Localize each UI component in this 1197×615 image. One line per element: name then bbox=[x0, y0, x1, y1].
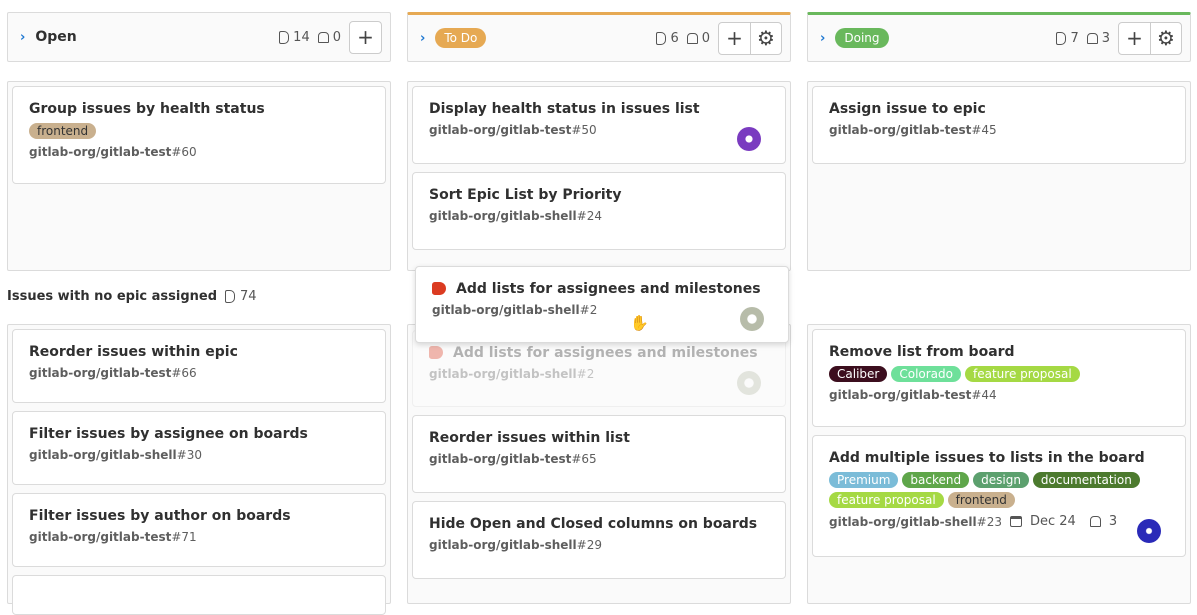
chevron-right-icon[interactable]: › bbox=[420, 30, 426, 46]
card-title[interactable]: Display health status in issues list bbox=[429, 101, 700, 117]
avatar[interactable] bbox=[1137, 519, 1161, 543]
issue-card[interactable] bbox=[12, 575, 386, 615]
weight-count: 0 bbox=[317, 29, 341, 45]
issue-card[interactable]: Reorder issues within list gitlab-org/gi… bbox=[412, 415, 786, 493]
card-title[interactable]: Add multiple issues to lists in the boar… bbox=[829, 450, 1145, 466]
issue-card[interactable]: Add multiple issues to lists in the boar… bbox=[812, 435, 1186, 557]
dragged-issue-card[interactable]: Add lists for assignees and milestones g… bbox=[415, 266, 789, 343]
label-badge[interactable]: documentation bbox=[1032, 472, 1140, 488]
card-title[interactable]: Assign issue to epic bbox=[829, 101, 986, 117]
issue-card[interactable]: Hide Open and Closed columns on boards g… bbox=[412, 501, 786, 579]
weight-value: 0 bbox=[701, 30, 710, 46]
weight-icon bbox=[686, 32, 698, 44]
label-badge[interactable]: Colorado bbox=[891, 366, 961, 382]
list-label: Doing bbox=[835, 28, 889, 48]
issue-ref: gitlab-org/gitlab-shell#23 bbox=[829, 514, 1002, 529]
issue-ref: gitlab-org/gitlab-shell#2 bbox=[429, 367, 595, 381]
issue-ref: gitlab-org/gitlab-test#44 bbox=[829, 388, 997, 402]
issue-ref: gitlab-org/gitlab-test#60 bbox=[29, 145, 197, 159]
issue-ref: gitlab-org/gitlab-shell#2 bbox=[432, 303, 598, 317]
label-badge[interactable]: backend bbox=[902, 472, 970, 488]
issue-card[interactable]: Filter issues by author on boards gitlab… bbox=[12, 493, 386, 567]
issue-ref: gitlab-org/gitlab-test#50 bbox=[429, 123, 597, 137]
card-title[interactable]: Group issues by health status bbox=[29, 101, 265, 117]
issue-count: 14 bbox=[279, 30, 310, 45]
list-header-open: › Open 14 0 + bbox=[7, 12, 391, 62]
chevron-right-icon[interactable]: › bbox=[820, 30, 826, 46]
issue-card[interactable]: Group issues by health status frontend g… bbox=[12, 86, 386, 184]
add-issue-button[interactable]: + bbox=[357, 25, 374, 49]
list-title: Open bbox=[35, 29, 77, 45]
list-header-doing: › Doing 7 3 + ⚙ bbox=[807, 12, 1191, 62]
calendar-icon bbox=[1009, 516, 1022, 527]
issue-ref: gitlab-org/gitlab-shell#24 bbox=[429, 209, 602, 223]
issues-icon bbox=[279, 30, 290, 44]
weight-value: 3 bbox=[1101, 30, 1110, 46]
card-title[interactable]: Filter issues by author on boards bbox=[29, 508, 291, 524]
add-issue-button[interactable]: + bbox=[726, 26, 743, 50]
due-date: Dec 24 bbox=[1029, 514, 1076, 529]
label-badge[interactable]: feature proposal bbox=[829, 492, 944, 508]
issue-count-value: 6 bbox=[670, 30, 679, 46]
grab-cursor-icon: ✋ bbox=[630, 314, 649, 332]
issue-count: 7 bbox=[1056, 30, 1079, 46]
avatar[interactable] bbox=[737, 127, 761, 151]
weight-value: 0 bbox=[332, 29, 341, 45]
weight-count: 3 bbox=[1086, 30, 1110, 46]
issue-count-value: 7 bbox=[1070, 30, 1079, 46]
gear-icon[interactable]: ⚙ bbox=[750, 22, 781, 54]
issue-card[interactable]: Display health status in issues list git… bbox=[412, 86, 786, 164]
label-badge[interactable]: Caliber bbox=[829, 366, 888, 382]
label-badge[interactable]: design bbox=[973, 472, 1029, 488]
issues-icon bbox=[225, 290, 236, 303]
issue-card[interactable]: Reorder issues within epic gitlab-org/gi… bbox=[12, 329, 386, 403]
issue-count-value: 14 bbox=[293, 29, 310, 45]
weight-icon bbox=[317, 31, 329, 43]
label-badge[interactable]: feature proposal bbox=[965, 366, 1080, 382]
weight-icon bbox=[1086, 32, 1098, 44]
blocked-icon bbox=[429, 346, 443, 359]
issue-ref: gitlab-org/gitlab-shell#30 bbox=[29, 448, 202, 462]
weight-count: 0 bbox=[686, 30, 710, 46]
issue-card[interactable]: Assign issue to epic gitlab-org/gitlab-t… bbox=[812, 86, 1186, 164]
card-title[interactable]: Remove list from board bbox=[829, 344, 1015, 360]
blocked-icon bbox=[432, 282, 446, 295]
label-badge[interactable]: Premium bbox=[829, 472, 899, 488]
card-title[interactable]: Reorder issues within epic bbox=[29, 344, 238, 360]
issue-card[interactable]: Remove list from board Caliber Colorado … bbox=[812, 329, 1186, 427]
avatar bbox=[737, 371, 761, 395]
gear-icon[interactable]: ⚙ bbox=[1150, 22, 1181, 54]
issue-ref: gitlab-org/gitlab-shell#29 bbox=[429, 538, 602, 552]
add-issue-button[interactable]: + bbox=[1126, 26, 1143, 50]
swimlane-count: 74 bbox=[240, 289, 257, 304]
avatar[interactable] bbox=[740, 307, 764, 331]
label-badge[interactable]: frontend bbox=[29, 123, 97, 139]
card-title[interactable]: Reorder issues within list bbox=[429, 430, 630, 446]
issue-ref: gitlab-org/gitlab-test#66 bbox=[29, 366, 197, 380]
issues-icon bbox=[1056, 31, 1067, 45]
issue-ref: gitlab-org/gitlab-test#45 bbox=[829, 123, 997, 137]
issues-icon bbox=[656, 31, 667, 45]
issue-card[interactable]: Sort Epic List by Priority gitlab-org/gi… bbox=[412, 172, 786, 250]
chevron-right-icon[interactable]: › bbox=[20, 29, 26, 45]
issue-card[interactable]: Filter issues by assignee on boards gitl… bbox=[12, 411, 386, 485]
issue-ref: gitlab-org/gitlab-test#65 bbox=[429, 452, 597, 466]
card-title[interactable]: Sort Epic List by Priority bbox=[429, 187, 622, 203]
swimlane-header: Issues with no epic assigned 74 bbox=[7, 289, 257, 304]
issue-ref: gitlab-org/gitlab-test#71 bbox=[29, 530, 197, 544]
swimlane-title: Issues with no epic assigned bbox=[7, 289, 218, 304]
issue-count: 6 bbox=[656, 30, 679, 46]
card-title[interactable]: Filter issues by assignee on boards bbox=[29, 426, 308, 442]
weight-icon bbox=[1089, 516, 1101, 527]
weight-value: 3 bbox=[1108, 514, 1118, 529]
label-badge[interactable]: frontend bbox=[947, 492, 1015, 508]
card-title[interactable]: Add lists for assignees and milestones bbox=[456, 281, 761, 297]
list-label: To Do bbox=[435, 28, 487, 48]
card-title[interactable]: Hide Open and Closed columns on boards bbox=[429, 516, 758, 532]
card-title: Add lists for assignees and milestones bbox=[453, 345, 758, 361]
list-header-todo: › To Do 6 0 + ⚙ bbox=[407, 12, 791, 62]
